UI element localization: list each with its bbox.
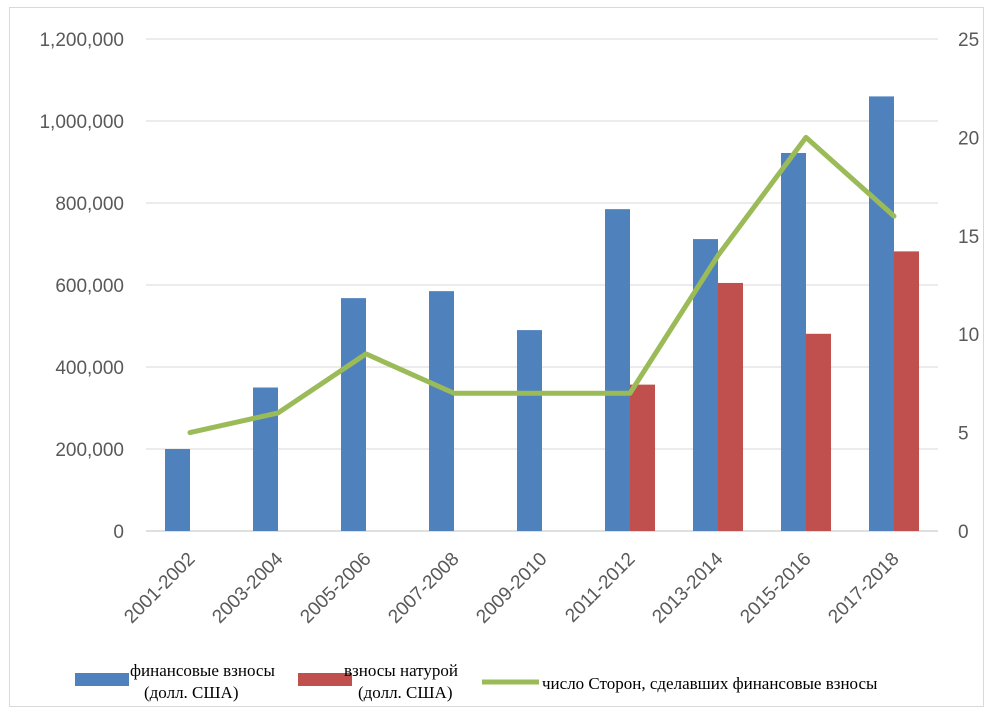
bars	[165, 96, 919, 532]
y-right-tick-label: 15	[958, 227, 979, 248]
y-right-tick-label: 0	[958, 522, 969, 543]
x-tick-label: 2001-2002	[120, 549, 199, 628]
y-left-tick-label: 400,000	[55, 358, 124, 379]
legend-label: взносы натурой (долл. США)	[344, 661, 458, 702]
legend-label: число Сторон, сделавших финансовые взнос…	[542, 674, 878, 693]
bar	[517, 330, 542, 531]
bar	[718, 282, 743, 531]
legend-label: финансовые взносы (долл. США)	[130, 661, 275, 702]
y-right-tick-label: 25	[958, 30, 979, 51]
axes: 0 200,000 400,000 600,000 800,000 1,000,000 1,…	[39, 30, 979, 628]
bar	[869, 96, 894, 532]
bar	[806, 333, 831, 531]
y-right-tick-label: 10	[958, 325, 979, 346]
chart-frame	[9, 7, 984, 707]
y-left-tick-label: 1,200,000	[39, 30, 124, 51]
bar	[894, 251, 919, 531]
y-left-tick-label: 1,000,000	[39, 112, 124, 133]
legend-swatch	[298, 673, 352, 686]
bar	[429, 291, 454, 531]
y-right-tick-label: 5	[958, 424, 969, 445]
bar	[253, 387, 278, 531]
line-series	[187, 134, 897, 436]
x-tick-label: 2017-2018	[824, 549, 903, 628]
bar	[165, 449, 190, 531]
bar	[630, 384, 655, 531]
y-right-tick-label: 20	[958, 128, 979, 149]
y-left-tick-label: 0	[113, 522, 124, 543]
y-left-tick-label: 800,000	[55, 194, 124, 215]
legend: финансовые взносы (долл. США) взносы натур…	[75, 661, 878, 702]
x-tick-label: 2009-2010	[472, 549, 551, 628]
bar	[341, 298, 366, 531]
x-tick-label: 2003-2004	[208, 548, 287, 627]
bar	[781, 152, 806, 532]
bar	[605, 209, 630, 531]
y-left-tick-label: 600,000	[55, 276, 124, 297]
x-tick-label: 2011-2012	[561, 549, 639, 627]
x-tick-label: 2007-2008	[384, 549, 463, 628]
legend-swatch	[75, 673, 129, 686]
x-tick-label: 2005-2006	[296, 549, 375, 628]
series-line	[187, 134, 897, 436]
bar	[693, 239, 718, 531]
x-tick-label: 2015-2016	[736, 549, 815, 628]
x-tick-label: 2013-2014	[648, 548, 727, 627]
y-left-tick-label: 200,000	[55, 440, 124, 461]
